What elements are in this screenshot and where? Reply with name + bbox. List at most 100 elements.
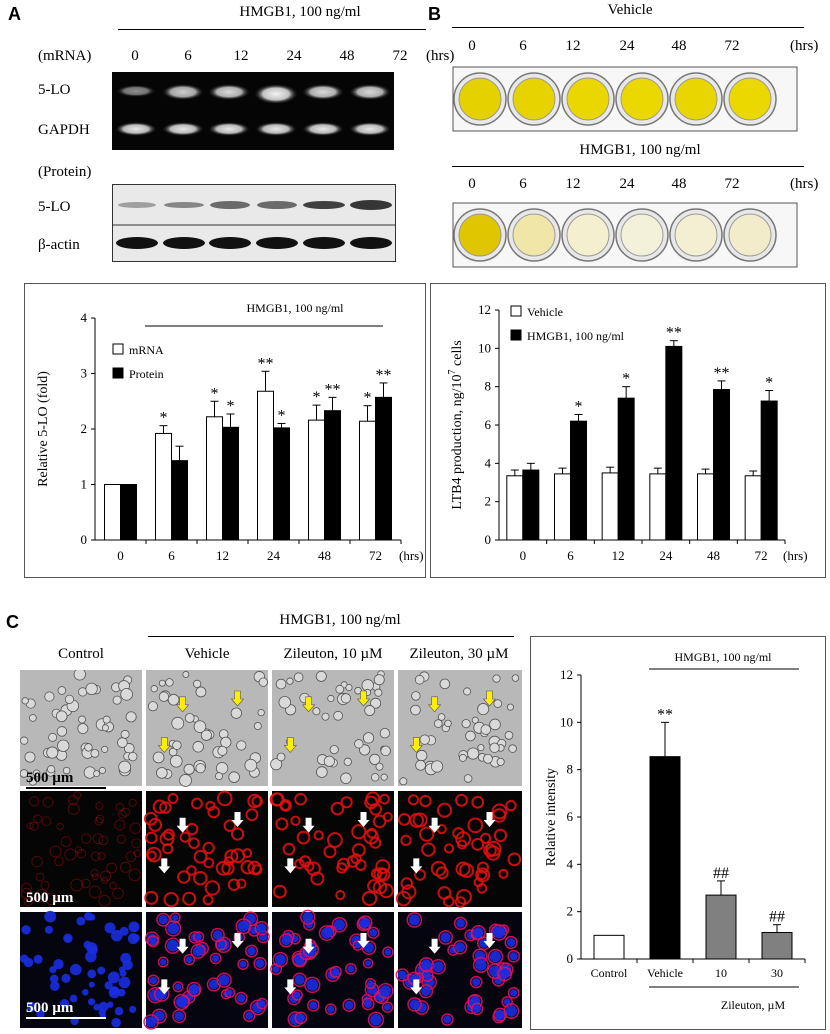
cell	[76, 848, 87, 859]
time-label: 6	[519, 176, 527, 192]
cell	[214, 772, 223, 781]
cell	[370, 773, 380, 782]
cell	[21, 697, 29, 705]
cell	[375, 859, 391, 874]
cell	[435, 866, 449, 880]
cell	[217, 745, 228, 756]
cell	[313, 830, 324, 841]
cell-nucleus	[379, 985, 392, 997]
cell	[463, 687, 472, 696]
rt-pcr-gel-image	[112, 72, 394, 150]
arrow-icon	[357, 812, 370, 827]
cell	[364, 977, 377, 990]
panel-b-time-labels-bottom: 0 6 12 24 48 72	[452, 176, 804, 196]
cell	[188, 837, 200, 850]
significance-mark: *	[765, 375, 773, 392]
arrow-icon	[302, 817, 315, 833]
cell	[496, 757, 505, 766]
y-tick-label: 0	[485, 532, 492, 547]
cell	[20, 769, 29, 778]
cell	[73, 670, 86, 681]
cell-nucleus	[421, 959, 432, 970]
y-tick-label: 0	[81, 532, 88, 547]
panel-a-treatment-line	[118, 29, 426, 30]
cell	[245, 808, 259, 822]
band-label-beta-actin: β-actin	[38, 237, 80, 253]
cell-nucleus	[217, 940, 225, 949]
bar	[744, 475, 762, 541]
cell-nucleus	[237, 920, 250, 932]
cell-nucleus	[255, 959, 265, 968]
cell	[143, 1014, 159, 1030]
significance-mark: *	[575, 398, 583, 415]
cell-nucleus	[149, 976, 158, 985]
cell	[193, 849, 208, 864]
cell-nucleus	[87, 998, 96, 1006]
cell	[125, 711, 137, 723]
cell	[70, 878, 84, 892]
plate-vehicle-image	[452, 66, 798, 132]
bar	[104, 484, 121, 541]
cell-nucleus	[218, 974, 230, 986]
cell	[471, 837, 485, 851]
cell-nucleus	[455, 942, 466, 953]
cell	[419, 734, 430, 745]
bar	[273, 427, 290, 541]
cell-nucleus	[174, 983, 182, 991]
col-label-control: Control	[58, 646, 104, 662]
plate-well	[566, 77, 610, 121]
cell	[400, 834, 412, 846]
zileuton-group-label: Zileuton, µM	[721, 998, 786, 1012]
significance-mark: **	[657, 706, 673, 723]
cell	[483, 843, 497, 858]
cell	[102, 715, 111, 724]
cell	[120, 688, 133, 701]
cell	[95, 802, 104, 811]
cell	[362, 957, 374, 969]
cell	[26, 822, 34, 830]
cell	[373, 674, 385, 686]
arrow-icon	[410, 858, 423, 874]
cell	[114, 819, 126, 831]
cell	[98, 835, 109, 846]
cell	[193, 720, 207, 733]
cell	[90, 868, 99, 877]
x-tick-label: 72	[755, 548, 768, 563]
cell	[101, 876, 109, 884]
bar	[760, 400, 778, 541]
cell	[409, 813, 424, 828]
cell	[251, 795, 263, 808]
cell	[179, 831, 191, 843]
cell	[492, 674, 501, 683]
cell-nucleus	[473, 1004, 482, 1013]
cell	[125, 851, 137, 863]
panel-a-time-labels: 0 6 12 24 48 72	[115, 48, 425, 68]
cell	[367, 879, 381, 893]
cell	[421, 842, 436, 857]
cell-nucleus	[188, 984, 200, 995]
cell	[501, 996, 513, 1008]
cell	[253, 956, 267, 971]
cell	[183, 763, 195, 775]
cell	[343, 757, 352, 766]
bar	[697, 473, 714, 541]
cell	[47, 765, 56, 774]
cell	[193, 679, 202, 688]
legend-label-vehicle: Vehicle	[527, 305, 563, 319]
cell	[81, 833, 92, 844]
cell	[192, 741, 204, 753]
cell-nucleus	[432, 961, 444, 973]
bar	[257, 390, 274, 541]
cell	[340, 796, 353, 809]
cell	[147, 974, 160, 987]
cell	[158, 691, 170, 702]
bar	[171, 460, 188, 541]
band-label-5lo-mrna: 5-LO	[38, 82, 71, 98]
y-tick-label: 2	[81, 421, 88, 436]
cell	[32, 769, 41, 778]
time-label: 24	[619, 38, 635, 54]
cell-nucleus	[369, 928, 378, 937]
cell	[165, 920, 182, 937]
cell-nucleus	[333, 919, 345, 931]
